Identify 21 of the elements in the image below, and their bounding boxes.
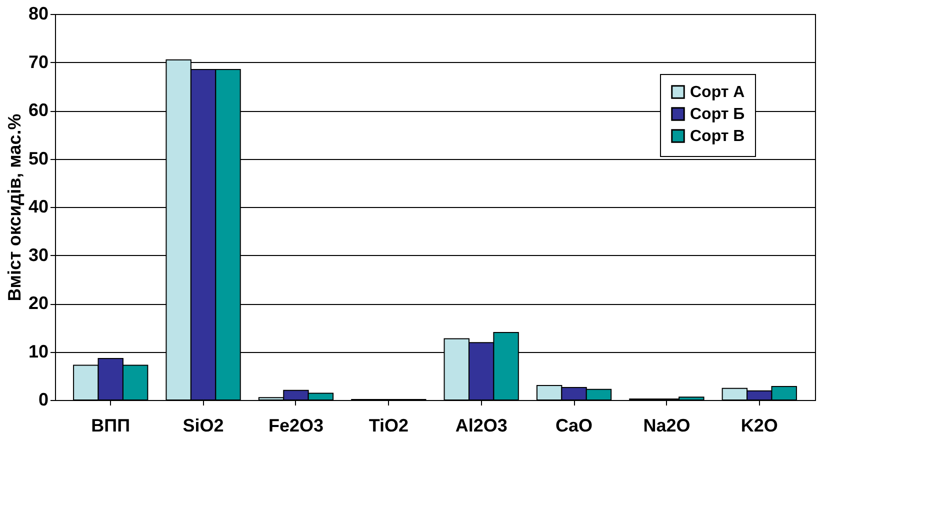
y-tick-label: 40	[28, 196, 48, 216]
x-tick-label: TiO2	[368, 416, 408, 436]
y-tick-label: 0	[38, 390, 48, 410]
x-tick-label: CaO	[556, 416, 593, 436]
y-tick-label: 70	[28, 52, 48, 72]
y-tick-label: 20	[28, 293, 48, 313]
x-tick-label: Al2O3	[455, 416, 508, 436]
x-tick-label: Na2O	[643, 416, 690, 436]
legend-label: Сорт Б	[690, 106, 745, 123]
y-tick-label: 60	[28, 100, 48, 120]
y-tick-label: 80	[28, 4, 48, 24]
y-tick-label: 30	[28, 244, 48, 265]
x-tick-label: ВПП	[91, 416, 130, 436]
legend-label: Сорт В	[690, 128, 745, 145]
legend-label: Сорт А	[690, 84, 746, 101]
x-tick-label: K2O	[740, 416, 778, 436]
x-tick-label: SiO2	[182, 416, 224, 436]
x-tick-label: Fe2O3	[268, 416, 324, 436]
y-axis-title: Вміст оксидів, мас.%	[4, 114, 24, 302]
y-tick-label: 50	[28, 148, 48, 168]
y-tick-label: 10	[28, 341, 48, 362]
